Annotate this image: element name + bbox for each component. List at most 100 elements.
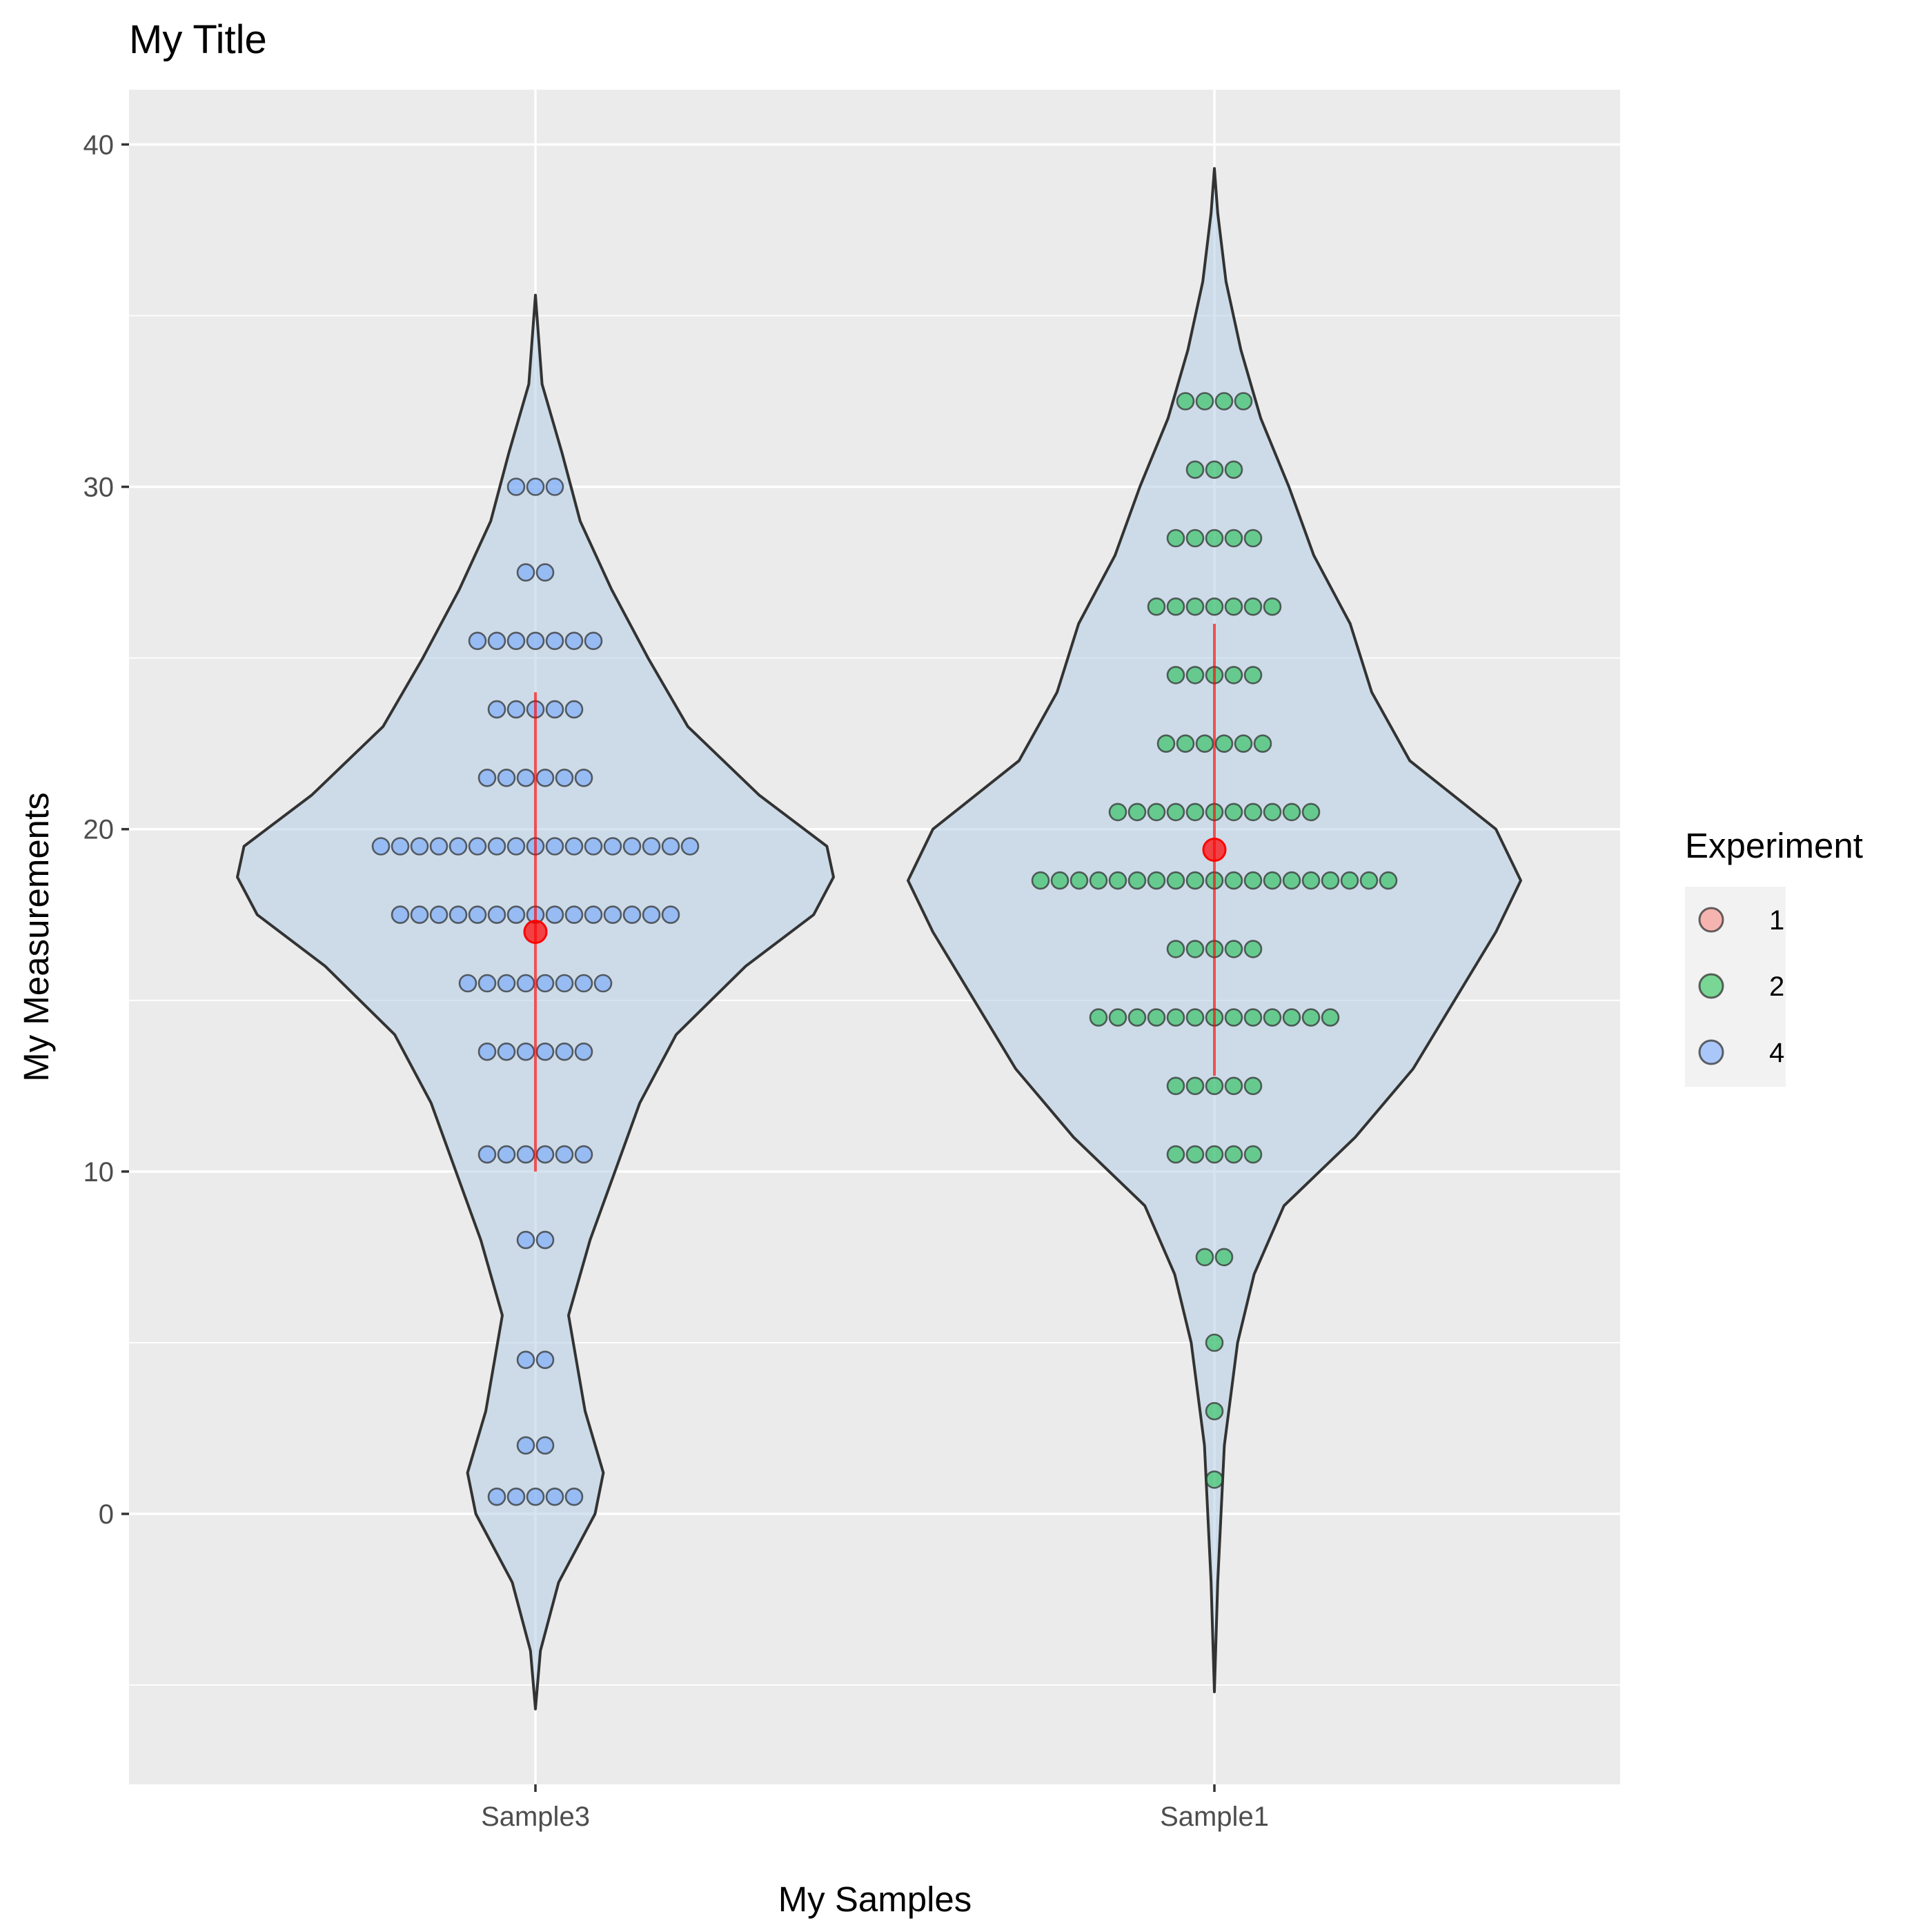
dot-point xyxy=(1214,392,1234,411)
dot-point xyxy=(555,769,574,787)
dot-point xyxy=(1243,1076,1263,1096)
dot-point xyxy=(545,905,564,924)
dot-point xyxy=(1224,666,1243,684)
dot-point xyxy=(1224,1008,1243,1027)
dot-point xyxy=(574,1042,593,1061)
dot-point xyxy=(555,1042,574,1061)
dot-point xyxy=(1127,802,1147,822)
legend: Experiment 1 2 4 xyxy=(1685,826,1863,1087)
dot-point xyxy=(1301,871,1321,890)
dot-point xyxy=(516,1350,535,1370)
dot-point xyxy=(564,837,584,856)
dot-point xyxy=(487,837,506,856)
dot-point xyxy=(487,631,506,651)
dot-point xyxy=(1185,871,1205,890)
dot-point xyxy=(1166,529,1185,548)
dot-point xyxy=(564,631,584,651)
dot-point xyxy=(1185,1145,1205,1164)
dot-point xyxy=(1263,871,1282,890)
dot-point xyxy=(516,1436,535,1455)
dot-point xyxy=(535,563,555,582)
dot-point xyxy=(680,837,700,856)
dot-point xyxy=(535,974,555,993)
dot-point xyxy=(1205,1145,1224,1164)
dot-point xyxy=(1282,871,1301,890)
dot-point xyxy=(1166,940,1185,958)
dot-point xyxy=(1224,529,1243,548)
dot-point xyxy=(1127,1008,1147,1027)
dot-point xyxy=(1263,597,1282,616)
dot-point xyxy=(448,837,468,856)
dot-point xyxy=(1166,597,1185,616)
dot-point xyxy=(1359,871,1379,890)
dot-point xyxy=(391,905,410,924)
dot-point xyxy=(661,905,680,924)
dot-point xyxy=(1263,802,1282,822)
dot-point xyxy=(603,905,622,924)
dot-point xyxy=(535,1350,555,1370)
x-tick-label: Sample1 xyxy=(1160,1802,1269,1832)
legend-key-1 xyxy=(1698,907,1724,933)
dot-point xyxy=(1205,1076,1224,1096)
dot-point xyxy=(1108,1008,1127,1027)
dot-point xyxy=(1243,802,1263,822)
legend-title: Experiment xyxy=(1685,826,1863,865)
dot-point xyxy=(1185,802,1205,822)
legend-label-2: 2 xyxy=(1769,972,1784,1002)
dot-point xyxy=(477,1145,497,1164)
dot-point xyxy=(497,1145,516,1164)
dot-point xyxy=(1243,597,1263,616)
dot-point xyxy=(477,1042,497,1061)
dot-point xyxy=(1282,802,1301,822)
dot-point xyxy=(1147,597,1166,616)
dot-point xyxy=(1195,392,1214,411)
dot-point xyxy=(516,563,535,582)
dot-point xyxy=(429,837,448,856)
dot-point xyxy=(1234,734,1253,753)
dot-point xyxy=(1243,1145,1263,1164)
x-tick-label: Sample3 xyxy=(481,1802,590,1832)
dot-point xyxy=(1156,734,1176,753)
dot-point xyxy=(506,477,526,496)
dot-point xyxy=(535,1230,555,1250)
dot-point xyxy=(1176,392,1195,411)
dot-point xyxy=(497,974,516,993)
dot-point xyxy=(429,905,448,924)
dot-point xyxy=(1243,940,1263,958)
dot-point xyxy=(1031,871,1050,890)
dot-point xyxy=(1185,666,1205,684)
dot-point xyxy=(391,837,410,856)
dot-point xyxy=(1166,871,1185,890)
legend-key-4 xyxy=(1698,1039,1724,1065)
dot-point xyxy=(1185,460,1205,480)
dot-point xyxy=(1195,1248,1214,1267)
dot-point xyxy=(1185,529,1205,548)
dot-point xyxy=(487,700,506,719)
y-tick-label: 10 xyxy=(83,1157,115,1187)
dot-point xyxy=(1185,1008,1205,1027)
legend-label-4: 4 xyxy=(1769,1038,1784,1068)
dot-point xyxy=(1205,597,1224,616)
dot-point xyxy=(1166,1076,1185,1096)
dot-point xyxy=(1243,666,1263,684)
y-axis-title: My Measurements xyxy=(17,792,56,1081)
dot-point xyxy=(468,905,487,924)
dot-point xyxy=(1147,871,1166,890)
dot-point xyxy=(1166,666,1185,684)
legend-label-1: 1 xyxy=(1769,905,1784,936)
dot-point xyxy=(506,905,526,924)
dot-point xyxy=(371,837,391,856)
dot-point xyxy=(1321,871,1340,890)
dot-point xyxy=(477,974,497,993)
dot-points xyxy=(371,392,1398,1506)
dot-point xyxy=(564,1487,584,1506)
dot-point xyxy=(1185,940,1205,958)
dot-point xyxy=(1205,460,1224,480)
dot-point xyxy=(1089,1008,1108,1027)
dot-point xyxy=(622,905,642,924)
dot-point xyxy=(1214,1248,1234,1267)
dot-point xyxy=(535,1042,555,1061)
dot-point xyxy=(497,769,516,787)
y-tick-label: 0 xyxy=(99,1499,114,1530)
dot-point xyxy=(1050,871,1070,890)
